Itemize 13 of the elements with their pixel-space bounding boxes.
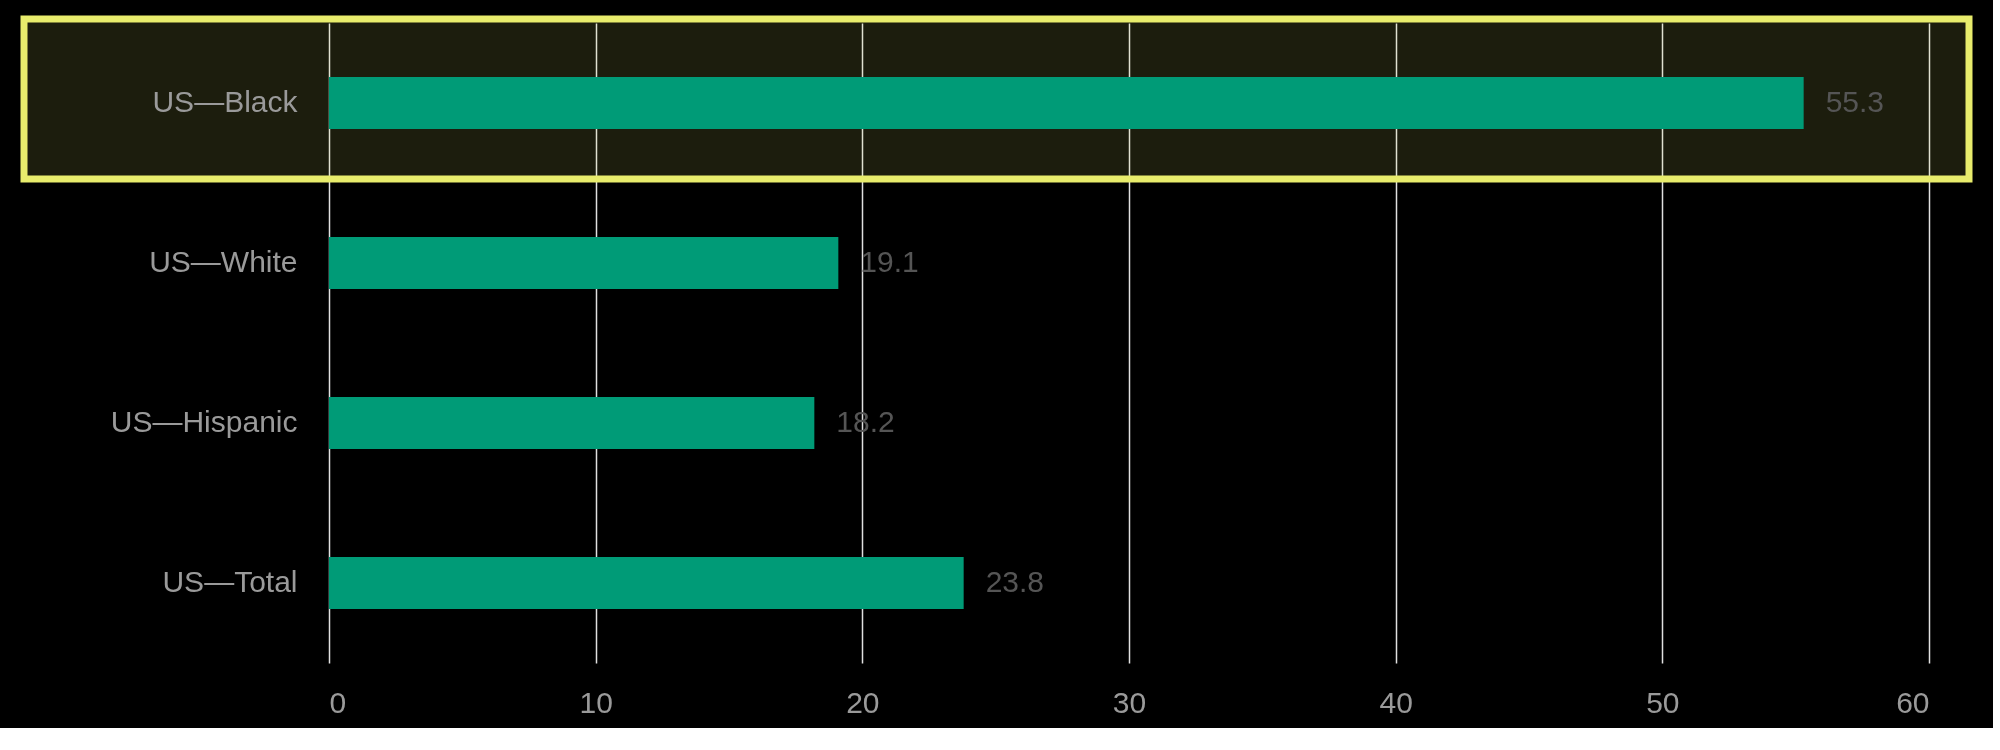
x-tick-label: 0 xyxy=(329,685,347,719)
x-tick-label: 60 xyxy=(1896,685,1930,719)
y-tick-label: US—White xyxy=(149,245,298,278)
x-tick-label: 40 xyxy=(1379,685,1413,719)
data-label: 55.3 xyxy=(1825,85,1885,118)
x-tick-label: 50 xyxy=(1646,685,1680,719)
x-tick-label: 30 xyxy=(1112,685,1147,719)
y-tick-label: US—Hispanic xyxy=(110,405,298,438)
x-tick-label: 10 xyxy=(579,685,613,719)
y-tick-label: US—Total xyxy=(162,565,298,598)
data-label: 23.8 xyxy=(985,565,1045,598)
y-tick-label: US—Black xyxy=(152,85,299,118)
x-tick-label: 20 xyxy=(846,685,880,719)
